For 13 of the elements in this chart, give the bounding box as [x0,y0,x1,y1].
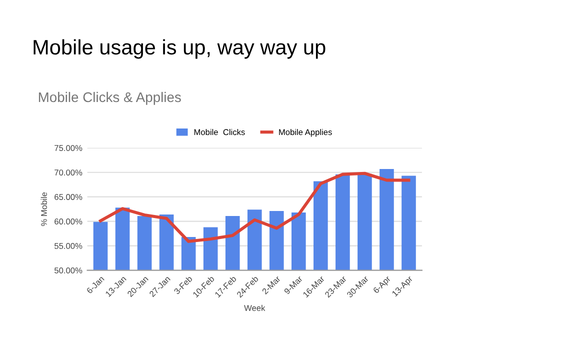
y-axis-title: % Mobile [40,192,47,226]
chart-subtitle: Mobile Clicks & Applies [38,92,181,105]
legend-label: Mobile Clicks [194,128,245,136]
y-tick-label: 65.00% [54,194,82,200]
y-tick-label: 50.00% [54,268,82,274]
y-tick-label: 70.00% [54,170,82,176]
y-tick-label: 60.00% [54,218,82,224]
y-tick-label: 55.00% [54,243,82,249]
x-axis-title: Week [244,304,266,311]
chart-title: Mobile usage is up, way way up [34,39,326,59]
legend-label: Mobile Applies [279,128,332,137]
line-series [98,172,410,243]
y-tick-label: 75.00% [54,145,82,151]
